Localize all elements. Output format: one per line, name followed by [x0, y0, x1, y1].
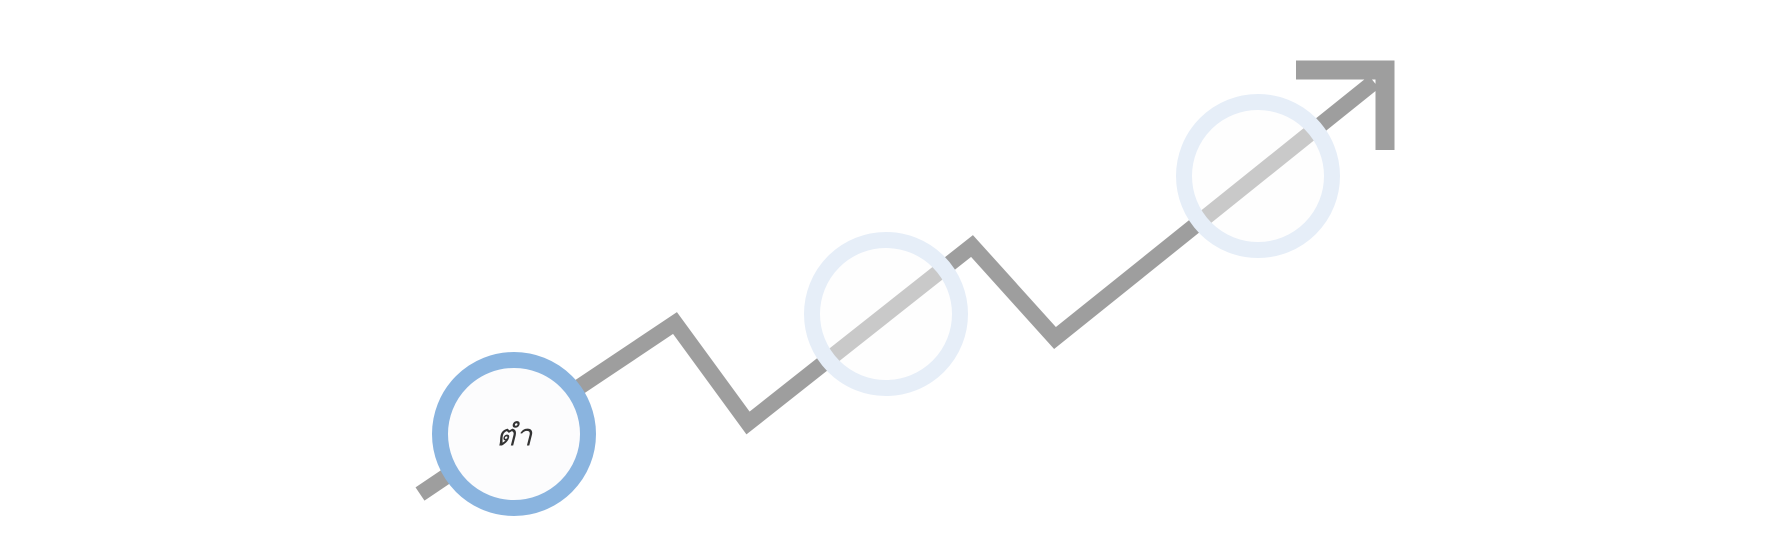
milestone-node[interactable]: ตำ	[432, 352, 596, 516]
milestone-label: ตำ	[496, 419, 533, 454]
milestone-ring	[432, 352, 596, 516]
milestone-node[interactable]	[1176, 94, 1340, 258]
milestone-node[interactable]	[804, 232, 968, 396]
milestone-ring	[1176, 94, 1340, 258]
milestone-ring	[804, 232, 968, 396]
trend-up-arrow-icon	[1296, 60, 1395, 150]
